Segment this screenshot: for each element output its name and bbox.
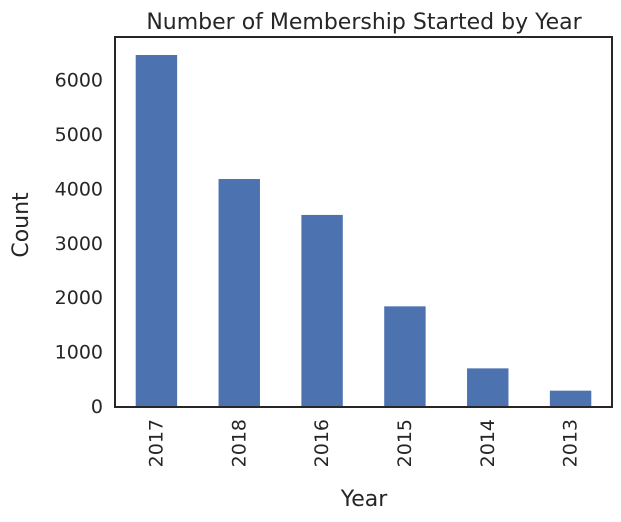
bar-2017: [135, 55, 178, 408]
bar-2018: [218, 179, 260, 407]
y-tick-label: 5000: [55, 124, 103, 146]
x-tick-label: 2018: [228, 419, 250, 467]
y-tick-label: 1000: [55, 342, 103, 364]
y-tick-label: 3000: [55, 233, 103, 255]
x-tick-label: 2016: [311, 419, 333, 467]
y-tick-label: 6000: [55, 70, 103, 92]
bars-group: [135, 55, 592, 408]
x-tick-label: 2013: [560, 419, 582, 467]
x-tick-label: 2014: [477, 419, 499, 467]
y-ticks-group: 0 1000 2000 3000 4000 5000 6000: [55, 70, 103, 418]
bar-2014: [467, 368, 509, 407]
bar-2013: [549, 390, 592, 407]
x-ticks-group: 2017 2018 2016 2015 2014 2013: [145, 419, 581, 467]
y-axis-label: Count: [9, 192, 34, 258]
x-tick-label: 2017: [145, 419, 167, 467]
bar-2016: [301, 214, 343, 407]
chart-title: Number of Membership Started by Year: [146, 10, 582, 35]
y-tick-label: 2000: [55, 287, 103, 309]
x-tick-label: 2015: [394, 419, 416, 467]
y-tick-label: 4000: [55, 178, 103, 200]
y-tick-label: 0: [91, 396, 103, 418]
plot-frame: [114, 36, 613, 408]
bar-2015: [384, 306, 426, 407]
x-axis-label: Year: [340, 487, 389, 512]
